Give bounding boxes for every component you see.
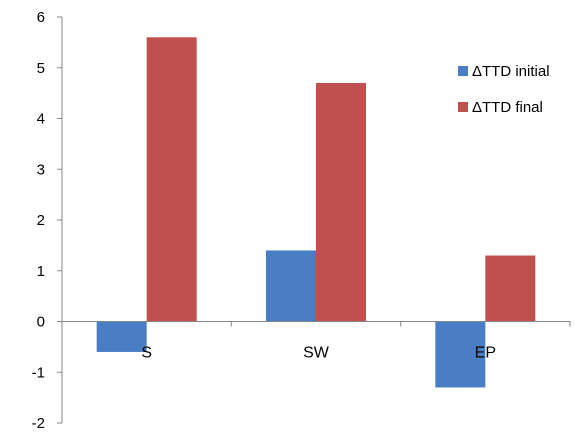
x-tick-label: EP	[475, 345, 496, 362]
y-tick-label: -2	[32, 415, 45, 431]
bars	[96, 37, 536, 388]
legend-label: ΔTTD initial	[472, 63, 550, 80]
y-tick-label: 1	[37, 263, 45, 280]
legend-swatch	[458, 66, 468, 76]
bar-EP-series-2	[485, 255, 536, 322]
bar-S-series-2	[146, 37, 197, 322]
bar-S-series-1	[96, 321, 147, 352]
y-axis-ticks: -2 -1 0 1 2 3 4 5 6	[32, 9, 62, 432]
x-tick-label: S	[141, 345, 152, 362]
legend-swatch	[458, 102, 468, 112]
bar-EP-series-1	[435, 321, 486, 388]
legend: ΔTTD initial ΔTTD final	[458, 63, 550, 116]
y-tick-label: 5	[37, 60, 45, 77]
y-tick-label: 3	[37, 161, 45, 178]
x-axis-labels: S SW EP	[141, 345, 496, 362]
y-tick-label: 6	[37, 9, 45, 26]
bar-SW-series-1	[266, 250, 316, 322]
y-tick-label: 2	[37, 212, 45, 229]
y-tick-label: -1	[32, 364, 45, 381]
y-tick-label: 0	[37, 314, 45, 331]
y-tick-label: 4	[37, 111, 45, 128]
x-tick-label: SW	[303, 345, 330, 362]
legend-label: ΔTTD final	[472, 99, 543, 116]
x-axis-ticks	[61, 321, 571, 327]
bar-SW-series-2	[316, 82, 366, 322]
